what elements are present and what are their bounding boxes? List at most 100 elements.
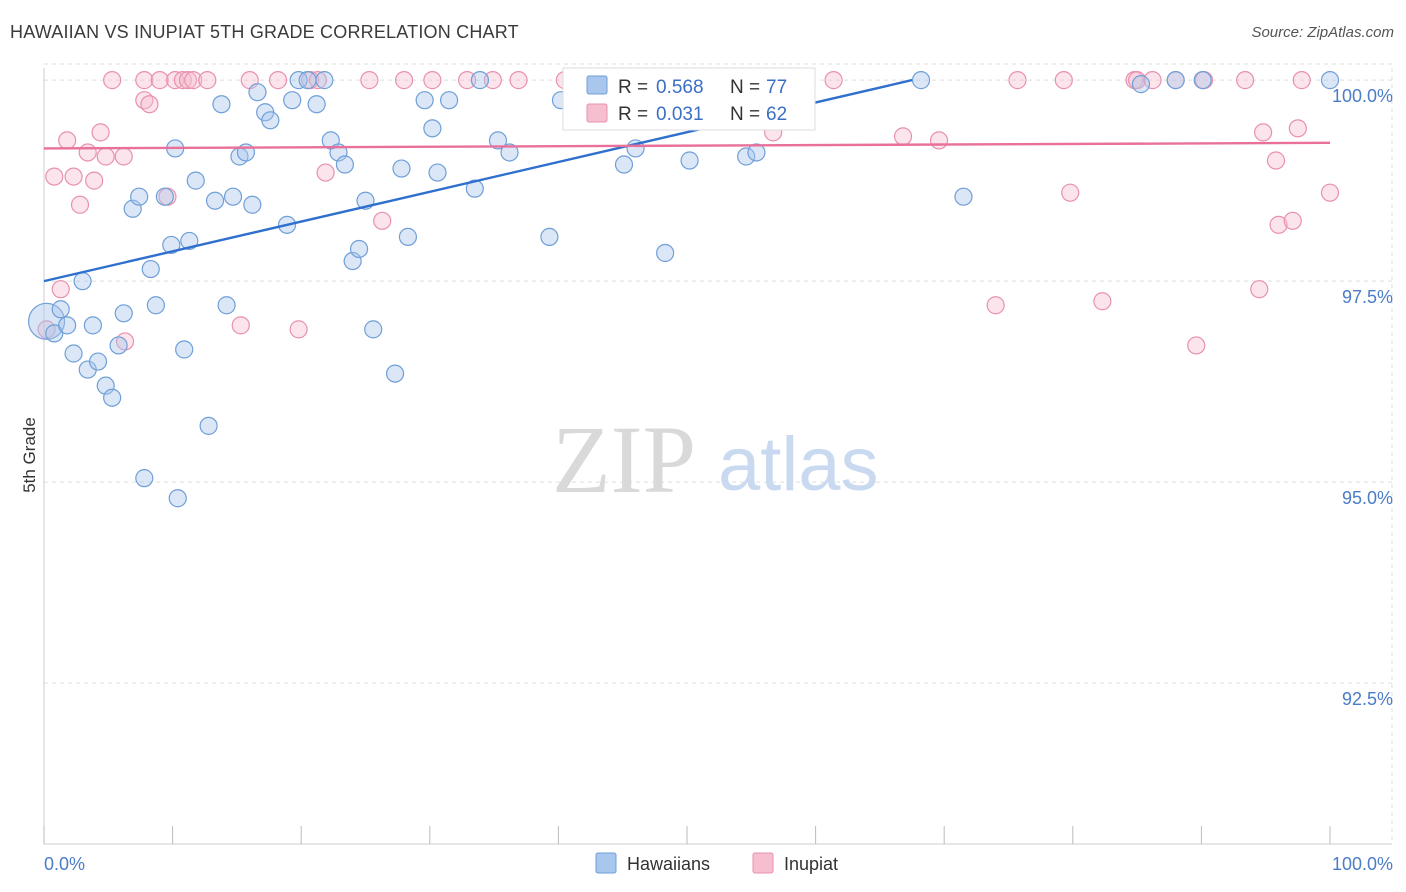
hawaiian-point bbox=[954, 187, 973, 206]
inupiat-point bbox=[1236, 71, 1255, 90]
hawaiian-point bbox=[162, 235, 181, 255]
inupiat-legend-swatch bbox=[586, 103, 608, 123]
y-tick-labels: 92.5% 95.0% 97.5% 100.0% bbox=[1332, 86, 1393, 709]
inupiat-point bbox=[1283, 211, 1302, 230]
hawaiian-point bbox=[747, 143, 766, 162]
hawaiian-point bbox=[614, 155, 634, 174]
inupiat-point bbox=[64, 167, 83, 186]
inupiat-point bbox=[316, 163, 335, 182]
inupiat-point bbox=[483, 71, 502, 90]
hawaiian-point bbox=[1166, 71, 1185, 90]
hawaiian-point bbox=[103, 388, 122, 407]
inupiat-point bbox=[58, 131, 77, 150]
hawaiian-point bbox=[212, 95, 231, 114]
hawaiian-point bbox=[186, 171, 205, 190]
source-label: Source: ZipAtlas.com bbox=[1251, 24, 1394, 41]
grid-lines bbox=[44, 63, 1393, 844]
watermark: ZIP atlas bbox=[552, 406, 879, 513]
y-tick-label: 92.5% bbox=[1342, 689, 1393, 709]
hawaiian-point bbox=[1320, 71, 1340, 90]
inupiat-point bbox=[198, 71, 217, 90]
inupiat-point bbox=[140, 95, 159, 114]
hawaiian-point bbox=[205, 191, 225, 210]
hawaiian-point bbox=[398, 227, 418, 247]
inupiat-point bbox=[360, 71, 379, 90]
inupiat-point bbox=[1061, 183, 1080, 202]
inupiat-point bbox=[373, 211, 392, 230]
inupiat-point bbox=[184, 71, 203, 90]
inupiat-point bbox=[45, 167, 64, 186]
inupiat-point bbox=[268, 71, 288, 90]
hawaiian-n-label: N = bbox=[730, 77, 760, 98]
hawaiian-point bbox=[385, 364, 405, 383]
hawaiian-point bbox=[248, 83, 267, 102]
hawaiian-point bbox=[83, 316, 102, 335]
inupiat-n-value: 62 bbox=[766, 104, 787, 125]
inupiat-point bbox=[929, 131, 949, 150]
inupiat-point bbox=[1250, 280, 1269, 299]
hawaiian-point bbox=[315, 71, 334, 90]
y-axis-title: 5th Grade bbox=[20, 417, 39, 493]
hawaiian-point bbox=[737, 147, 756, 166]
inupiat-trend-line bbox=[43, 141, 1331, 150]
inupiat-point bbox=[824, 71, 843, 90]
hawaiian-point bbox=[335, 155, 355, 174]
inupiat-point bbox=[308, 71, 328, 90]
hawaiian-n-value: 77 bbox=[766, 77, 787, 98]
inupiat-point bbox=[51, 280, 70, 299]
hawaiian-point bbox=[58, 316, 77, 335]
inupiat-point bbox=[1266, 151, 1286, 170]
hawaiian-point bbox=[298, 71, 317, 90]
inupiat-point bbox=[1054, 71, 1073, 90]
hawaiian-point bbox=[109, 336, 128, 355]
hawaiian-point bbox=[439, 91, 459, 110]
hawaiian-point bbox=[1193, 71, 1212, 90]
inupiat-point bbox=[1093, 292, 1112, 311]
y-tick-label: 95.0% bbox=[1342, 488, 1393, 508]
inupiat-point bbox=[96, 147, 115, 166]
legend-hawaiians-swatch bbox=[595, 852, 617, 874]
y-tick-label: 100.0% bbox=[1332, 86, 1393, 106]
hawaiian-point bbox=[175, 340, 194, 359]
hawaiian-point bbox=[415, 91, 434, 110]
hawaiian-point bbox=[217, 296, 236, 315]
hawaiian-point bbox=[349, 239, 369, 259]
hawaiian-point bbox=[27, 302, 66, 340]
inupiat-point bbox=[103, 71, 122, 90]
hawaiian-point bbox=[680, 151, 699, 170]
hawaiian-point bbox=[146, 296, 165, 315]
watermark-atlas: atlas bbox=[718, 422, 879, 507]
inupiat-r-value: 0.031 bbox=[656, 104, 704, 125]
inupiat-point bbox=[1143, 71, 1162, 90]
watermark-zip: ZIP bbox=[552, 406, 696, 513]
hawaiian-point bbox=[88, 352, 108, 371]
hawaiian-point bbox=[180, 231, 199, 251]
hawaiian-point bbox=[199, 416, 218, 435]
inupiat-point bbox=[394, 71, 414, 90]
inupiat-point bbox=[1008, 71, 1027, 90]
hawaiian-point bbox=[540, 227, 559, 247]
x-tick-label: 100.0% bbox=[1332, 854, 1393, 874]
hawaiian-point bbox=[261, 111, 280, 130]
inupiat-point bbox=[70, 195, 90, 214]
hawaiian-point bbox=[223, 187, 243, 206]
hawaiian-point bbox=[243, 195, 262, 214]
inupiat-point bbox=[893, 127, 913, 146]
hawaiian-point bbox=[1131, 75, 1151, 94]
inupiat-point bbox=[1320, 183, 1340, 202]
inupiat-point bbox=[114, 147, 133, 166]
inupiat-point bbox=[135, 71, 154, 90]
hawaiian-point bbox=[168, 489, 187, 508]
hawaiian-point bbox=[392, 159, 411, 178]
hawaiian-point bbox=[307, 95, 326, 114]
hawaiian-point bbox=[488, 131, 508, 150]
hawaiian-point bbox=[428, 163, 447, 182]
hawaiian-point bbox=[500, 143, 519, 162]
hawaiian-point bbox=[283, 91, 302, 110]
chart-title: HAWAIIAN VS INUPIAT 5TH GRADE CORRELATIO… bbox=[10, 22, 519, 42]
inupiat-point bbox=[1269, 215, 1288, 234]
hawaiian-points bbox=[27, 71, 1340, 508]
legend-inupiat-label: Inupiat bbox=[784, 854, 838, 874]
legend-inupiat-swatch bbox=[752, 852, 774, 874]
x-tick-label: 0.0% bbox=[44, 854, 85, 874]
